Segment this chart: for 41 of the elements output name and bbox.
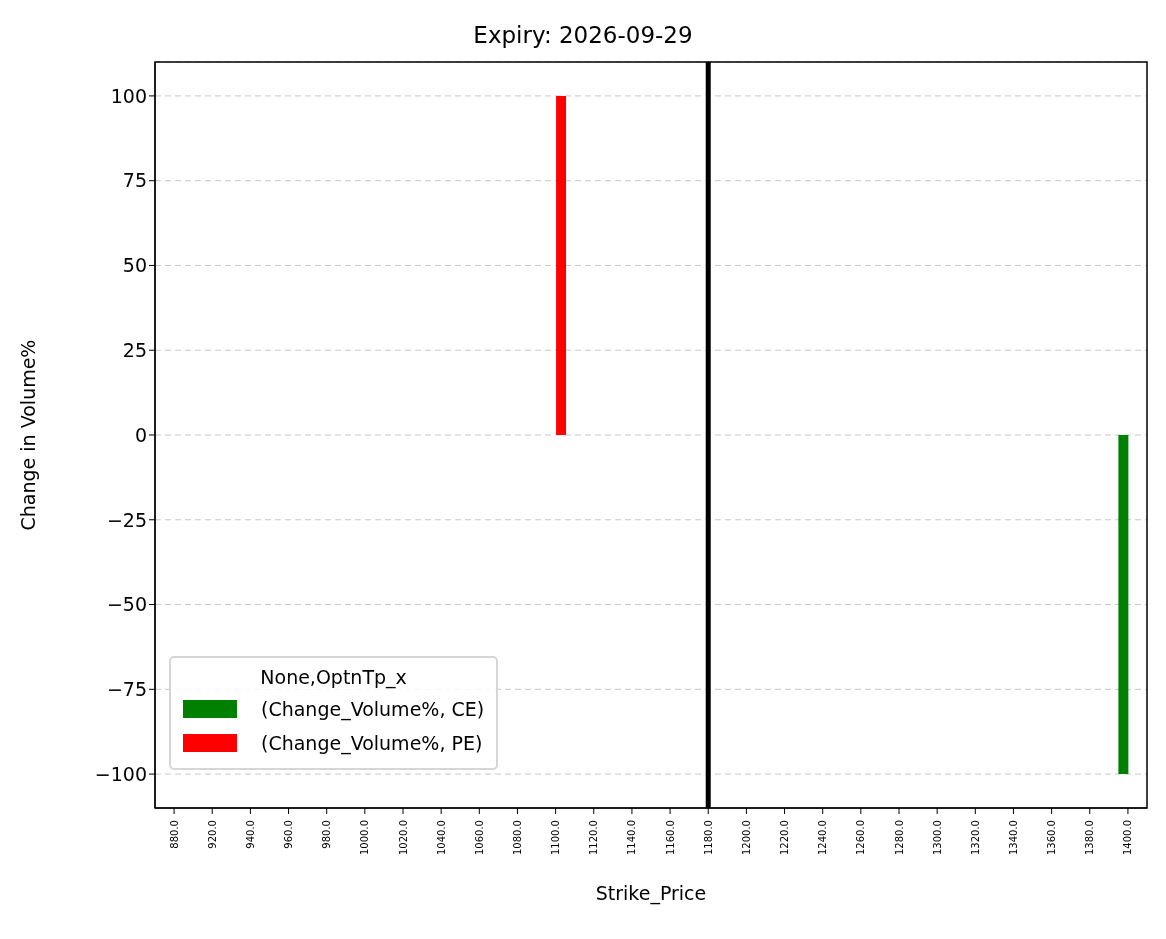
y-tick-label: 50 bbox=[122, 254, 147, 277]
y-tick-label: −100 bbox=[94, 762, 147, 785]
x-tick-label: 1100.0 bbox=[550, 820, 562, 855]
x-tick-label: 1360.0 bbox=[1046, 820, 1058, 855]
legend-label: (Change_Volume%, PE) bbox=[261, 732, 483, 754]
y-tick-label: 25 bbox=[122, 338, 147, 361]
x-tick-label: 1380.0 bbox=[1084, 820, 1096, 855]
x-tick-label: 1400.0 bbox=[1122, 820, 1134, 855]
x-tick-label: 1160.0 bbox=[664, 820, 676, 855]
x-tick-label: 1020.0 bbox=[397, 820, 409, 855]
x-tick-label: 960.0 bbox=[283, 820, 295, 849]
x-tick-label: 1140.0 bbox=[626, 820, 638, 855]
legend-title: None,OptnTp_x bbox=[259, 666, 408, 688]
y-tick-label: −50 bbox=[106, 593, 147, 616]
x-tick-label: 1300.0 bbox=[931, 820, 943, 855]
x-tick-label: 1260.0 bbox=[855, 820, 867, 855]
y-tick-label: −25 bbox=[106, 508, 147, 531]
x-axis-title: Strike_Price bbox=[595, 882, 707, 905]
x-tick-label: 1240.0 bbox=[817, 820, 829, 855]
x-tick-label: 1000.0 bbox=[359, 820, 371, 855]
y-tick-label: −75 bbox=[106, 678, 147, 701]
x-tick-label: 1320.0 bbox=[969, 820, 981, 855]
y-tick-label: 0 bbox=[134, 423, 147, 446]
y-tick-label: 75 bbox=[122, 169, 147, 192]
x-tick-label: 940.0 bbox=[244, 820, 256, 849]
y-tick-label: 100 bbox=[110, 84, 147, 107]
x-tick-label: 1280.0 bbox=[893, 820, 905, 855]
x-tick-label: 1040.0 bbox=[435, 820, 447, 855]
x-tick-label: 1060.0 bbox=[473, 820, 485, 855]
y-axis-title: Change in Volume% bbox=[16, 339, 39, 531]
x-tick-label: 1080.0 bbox=[511, 820, 523, 855]
x-tick-label: 1120.0 bbox=[588, 820, 600, 855]
legend-label: (Change_Volume%, CE) bbox=[261, 698, 485, 720]
x-tick-label: 980.0 bbox=[321, 820, 333, 849]
chart-title: Expiry: 2026-09-29 bbox=[472, 22, 694, 48]
x-tick-label: 920.0 bbox=[206, 820, 218, 849]
x-tick-label: 1180.0 bbox=[702, 820, 714, 855]
x-tick-label: 1220.0 bbox=[779, 820, 791, 855]
x-tick-label: 1340.0 bbox=[1007, 820, 1019, 855]
x-tick-label: 1200.0 bbox=[740, 820, 752, 855]
x-tick-label: 880.0 bbox=[168, 820, 180, 849]
